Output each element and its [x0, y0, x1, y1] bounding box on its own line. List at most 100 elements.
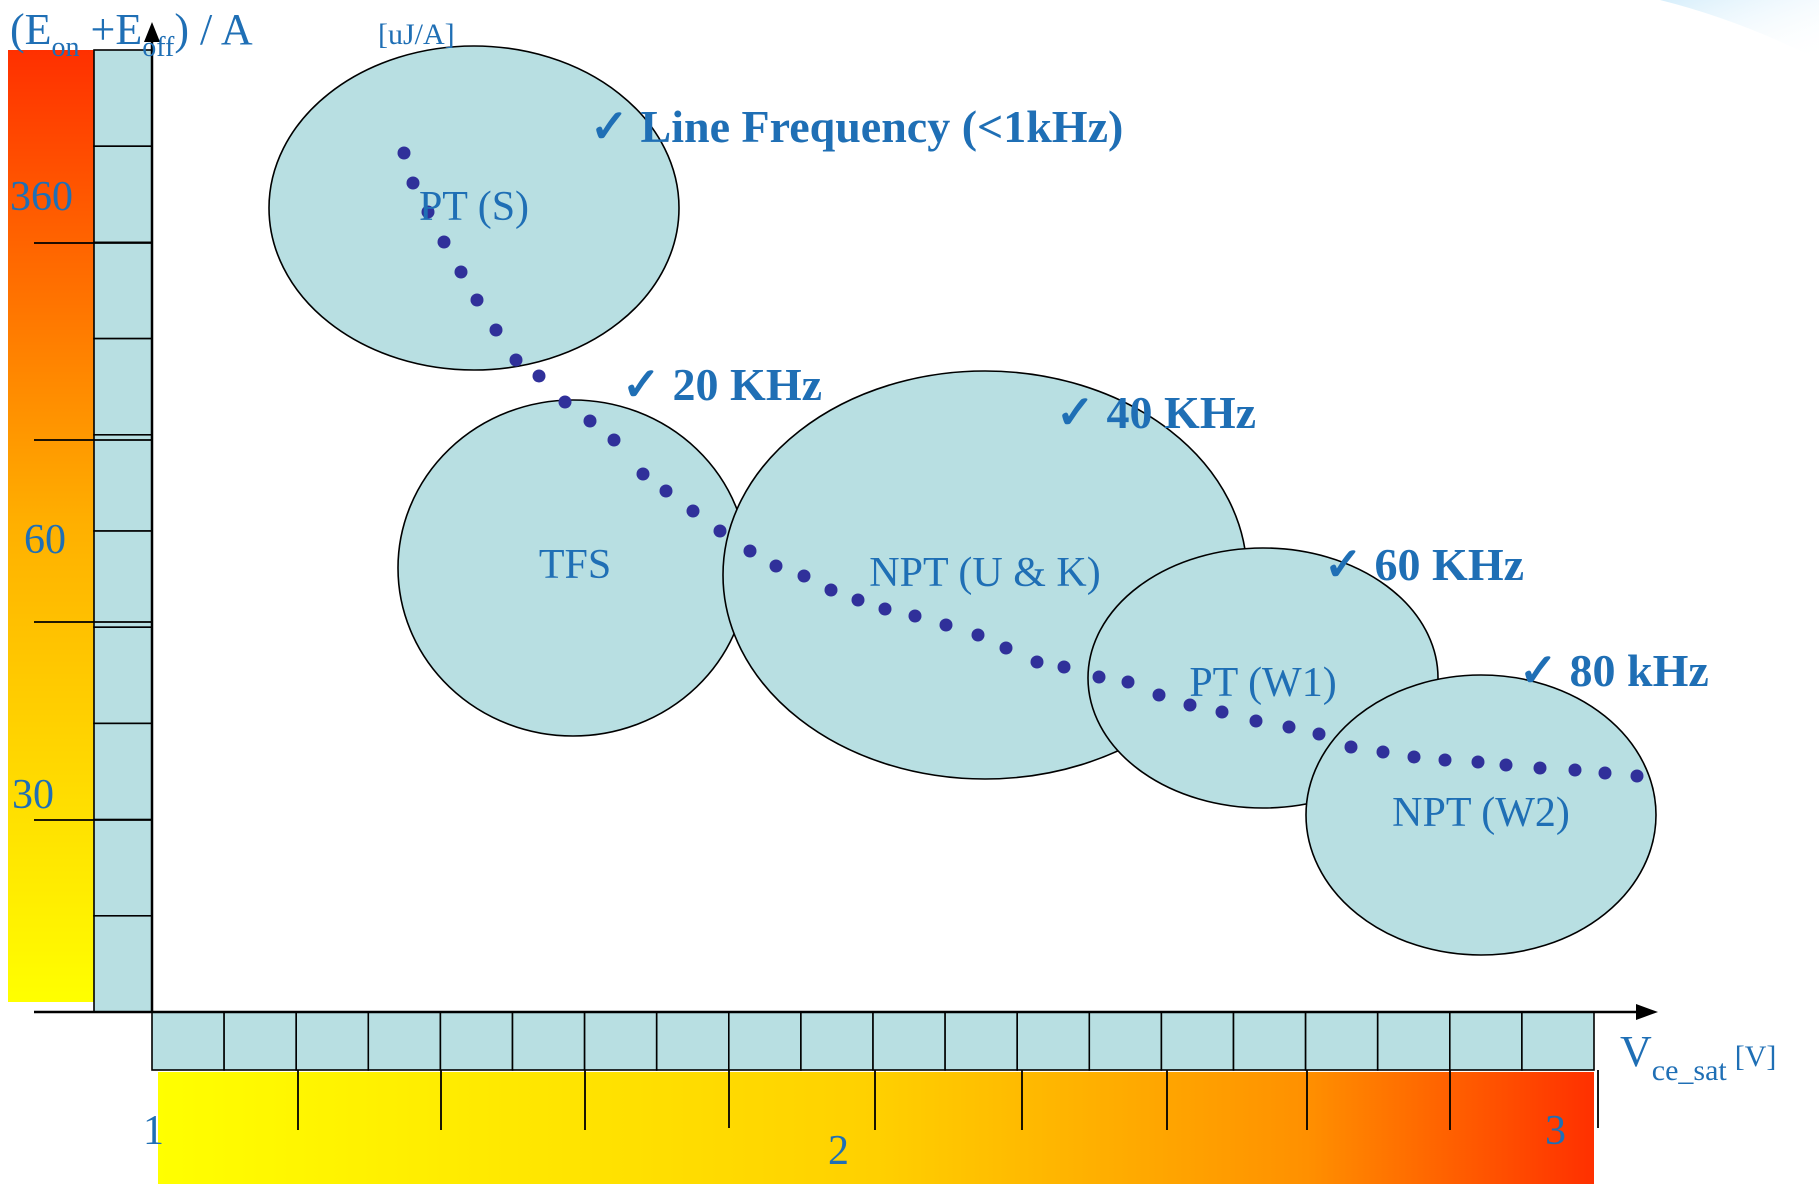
freq-line-frequency-text: Line Frequency (<1kHz) — [641, 101, 1124, 152]
region-label-npt-w2: NPT (W2) — [1392, 790, 1570, 836]
x-title-sub: ce_sat — [1652, 1054, 1728, 1087]
curve-dot — [1471, 755, 1485, 769]
curve-dot — [1598, 766, 1612, 780]
curve-dot — [1215, 705, 1229, 719]
curve-dot — [636, 467, 650, 481]
region-label-pt-w1: PT (W1) — [1189, 660, 1336, 706]
check-icon: ✓ — [622, 359, 661, 410]
y-title-part: ) / A — [174, 5, 252, 54]
x-tick-label-3: 3 — [1545, 1108, 1566, 1154]
curve-dot — [686, 504, 700, 518]
curve-dot — [1121, 675, 1135, 689]
y-scale-cell — [93, 433, 153, 532]
region-label-npt-uk: NPT (U & K) — [869, 550, 1100, 596]
y-scale-cell — [93, 722, 153, 821]
curve-dot — [713, 524, 727, 538]
curve-dot — [489, 323, 503, 337]
curve-dot — [1152, 688, 1166, 702]
tradeoff-dotted-curve — [397, 146, 1644, 783]
y-scale-cell — [93, 337, 153, 436]
check-icon: ✓ — [1324, 539, 1363, 590]
curve-dot — [1249, 714, 1263, 728]
curve-dot — [999, 641, 1013, 655]
x-title-main: V — [1620, 1027, 1652, 1076]
curve-dot — [470, 293, 484, 307]
x-scale-cell — [1088, 1011, 1163, 1071]
x-scale-cell — [1232, 1011, 1307, 1071]
x-scale-cell — [439, 1011, 514, 1071]
x-scale-cell — [872, 1011, 946, 1071]
freq-80khz: ✓ 80 kHz — [1519, 645, 1709, 696]
freq-20khz: ✓ 20 KHz — [622, 359, 822, 410]
curve-dot — [1630, 769, 1644, 783]
freq-80khz-text: 80 kHz — [1570, 645, 1709, 696]
freq-line-frequency: ✓ Line Frequency (<1kHz) — [590, 101, 1123, 152]
x-scale-cell — [655, 1011, 730, 1071]
x-gradient-bar — [158, 1072, 1594, 1184]
curve-dot — [939, 618, 953, 632]
x-tick-lines — [297, 1070, 1599, 1130]
curve-dot — [1344, 740, 1358, 754]
curve-dot — [878, 602, 892, 616]
x-scale-cell — [727, 1011, 802, 1071]
curve-dot — [1407, 750, 1421, 764]
x-tick-label-2: 2 — [828, 1128, 849, 1174]
x-scale-cell — [367, 1011, 442, 1071]
curve-dot — [558, 395, 572, 409]
x-scale-cell — [944, 1011, 1018, 1071]
x-scale-cell — [1016, 1011, 1091, 1071]
y-title-part: +E — [80, 5, 143, 54]
curve-dot — [1376, 745, 1390, 759]
curve-dot — [406, 176, 420, 190]
curve-dot — [1568, 763, 1582, 777]
freq-60khz: ✓ 60 KHz — [1324, 539, 1524, 590]
curve-dot — [1030, 655, 1044, 669]
curve-dot — [1092, 670, 1106, 684]
y-scale-cell — [93, 145, 153, 244]
x-scale-cell — [511, 1011, 586, 1071]
curve-dot — [743, 544, 757, 558]
x-scale-cell — [223, 1011, 298, 1071]
curve-dot — [1312, 727, 1326, 741]
curve-dot — [1533, 761, 1547, 775]
check-icon: ✓ — [1056, 387, 1095, 438]
curve-dot — [421, 205, 435, 219]
x-scale-cell — [1160, 1011, 1235, 1071]
y-axis-title: (Eon +Eoff) / A — [10, 5, 253, 63]
freq-60khz-text: 60 KHz — [1375, 539, 1524, 590]
y-axis-arrow-icon — [144, 22, 160, 42]
y-axis-unit: [uJ/A] — [378, 18, 455, 51]
y-tick-label-30: 30 — [12, 772, 54, 818]
x-scale-cells — [151, 1011, 1595, 1071]
curve-dot — [397, 146, 411, 160]
region-label-pt-s: PT (S) — [419, 184, 529, 230]
x-axis-title: Vce_sat [V] — [1620, 1027, 1776, 1087]
curve-dot — [583, 414, 597, 428]
x-scale-cell — [1376, 1011, 1451, 1071]
freq-40khz: ✓ 40 KHz — [1056, 387, 1256, 438]
region-npt-w2 — [1305, 674, 1657, 956]
curve-dot — [532, 369, 546, 383]
curve-dot — [971, 628, 985, 642]
y-title-sub-on: on — [52, 32, 80, 63]
y-title-sub-off: off — [142, 32, 175, 63]
curve-dot — [769, 559, 783, 573]
y-tick-label-60: 60 — [24, 517, 66, 563]
y-scale-cell — [93, 818, 153, 917]
x-scale-cell — [295, 1011, 370, 1071]
y-title-part: (E — [10, 5, 52, 54]
curve-dot — [454, 265, 468, 279]
x-scale-cell — [1304, 1011, 1379, 1071]
y-tick-label-360: 360 — [10, 174, 73, 220]
curve-dot — [851, 593, 865, 607]
freq-40khz-text: 40 KHz — [1107, 387, 1256, 438]
x-scale-cell — [583, 1011, 658, 1071]
region-label-tfs: TFS — [539, 542, 611, 588]
curve-dot — [1499, 758, 1513, 772]
curve-dot — [824, 583, 838, 597]
curve-dot — [797, 569, 811, 583]
curve-dot — [1183, 698, 1197, 712]
x-tick-label-1: 1 — [143, 1108, 164, 1154]
curve-dot — [509, 353, 523, 367]
